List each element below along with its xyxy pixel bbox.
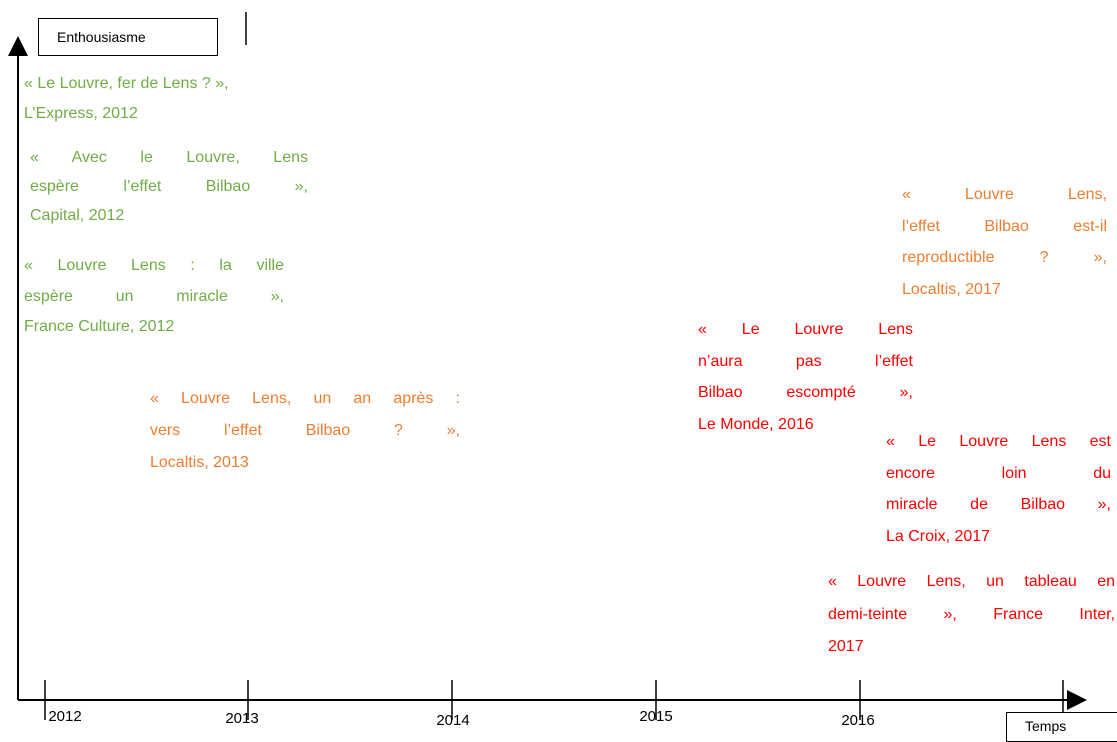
quote-line: encore loin du xyxy=(886,464,1111,482)
quote-line: « Le Louvre Lens est xyxy=(886,433,1111,450)
quote-line: L’Express, 2012 xyxy=(24,105,138,122)
year-label: 2012 xyxy=(48,708,82,725)
year-label: 2016 xyxy=(841,712,875,729)
quote-line: Localtis, 2017 xyxy=(902,281,1001,299)
quote-line: demi-teinte », France Inter, xyxy=(828,605,1115,623)
quote-line: Le Monde, 2016 xyxy=(698,416,814,434)
quote-line: n’aura pas l’effet xyxy=(698,352,913,370)
quote-line: « Avec le Louvre, Lens xyxy=(30,149,308,166)
quote-line: Localtis, 2013 xyxy=(150,454,249,471)
quote-line: Bilbao escompté », xyxy=(698,384,913,402)
quote-line: « Louvre Lens, xyxy=(902,186,1107,203)
quote-line: 2017 xyxy=(828,638,864,655)
year-label: 2015 xyxy=(639,708,673,725)
quote-line: « Le Louvre Lens xyxy=(698,321,913,338)
quote-line: « Louvre Lens, un an après : xyxy=(150,390,460,407)
y-axis-label: Enthousiasme xyxy=(38,18,218,56)
quote-line: espère l’effet Bilbao », xyxy=(30,178,308,195)
year-label: 2014 xyxy=(436,712,470,729)
quote-line: « Le Louvre, fer de Lens ? », xyxy=(24,75,229,92)
quote-line: La Croix, 2017 xyxy=(886,528,991,546)
quote-line: l’effet Bilbao est-il xyxy=(902,217,1107,235)
quote-line: « Louvre Lens : la ville xyxy=(24,257,284,274)
quote-line: vers l’effet Bilbao ? », xyxy=(150,422,460,439)
quote-line: France Culture, 2012 xyxy=(24,318,175,335)
quote-line: « Louvre Lens, un tableau en xyxy=(828,573,1115,590)
year-label: 2013 xyxy=(225,710,259,727)
quote-line: miracle de Bilbao », xyxy=(886,496,1111,514)
quote-line: reproductible ? », xyxy=(902,249,1107,267)
quote-line: Capital, 2012 xyxy=(30,207,125,224)
quote-line: espère un miracle », xyxy=(24,287,284,305)
